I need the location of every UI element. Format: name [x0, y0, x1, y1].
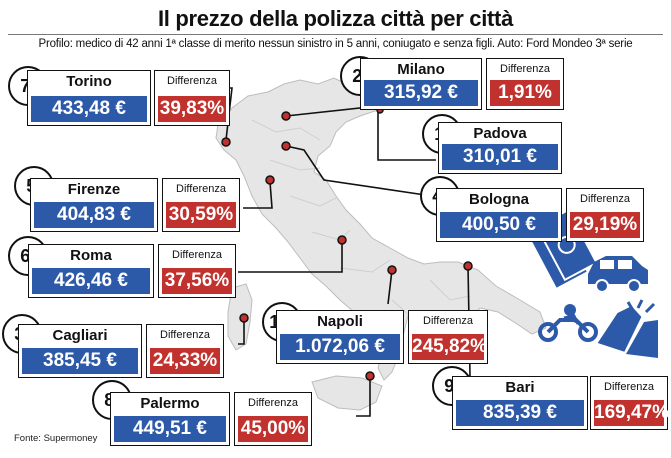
diff-label: Differenza: [580, 193, 630, 205]
diff-label: Differenza: [160, 329, 210, 341]
city-name: Cagliari: [52, 327, 108, 344]
diff-box: Differenza 24,33%: [146, 324, 224, 378]
diff-box: Differenza 45,00%: [234, 392, 312, 446]
diff-box: Differenza 37,56%: [158, 244, 236, 298]
city-box: Milano 315,92 €: [360, 58, 482, 110]
city-box: Roma 426,46 €: [28, 244, 154, 298]
city-name: Napoli: [317, 313, 363, 330]
diff-value: 24,33%: [150, 348, 220, 374]
diff-box: Differenza 39,83%: [154, 70, 230, 126]
diff-box: Differenza 169,47%: [590, 376, 669, 430]
diff-value: 39,83%: [158, 96, 226, 122]
city-price: 426,46 €: [32, 268, 150, 294]
city-price: 315,92 €: [364, 80, 478, 106]
diff-label: Differenza: [604, 381, 654, 393]
diff-label: Differenza: [500, 63, 550, 75]
diff-box: Differenza 245,82%: [408, 310, 488, 364]
city-name: Roma: [70, 247, 112, 264]
motorcycle-icon: [538, 304, 598, 342]
city-price: 385,45 €: [22, 348, 138, 374]
page-title: Il prezzo della polizza città per città: [157, 6, 514, 31]
diff-label: Differenza: [172, 249, 222, 261]
source-credit: Fonte: Supermoney: [14, 433, 98, 444]
diff-box: Differenza 1,91%: [486, 58, 564, 110]
diff-label: Differenza: [176, 183, 226, 195]
city-name: Firenze: [67, 181, 121, 198]
diff-label: Differenza: [423, 315, 473, 327]
city-box: Bari 835,39 €: [452, 376, 588, 430]
city-box: Palermo 449,51 €: [110, 392, 230, 446]
diff-value: 30,59%: [166, 202, 236, 228]
city-price: 835,39 €: [456, 400, 584, 426]
diff-label: Differenza: [167, 75, 217, 87]
page-subtitle: Profilo: medico di 42 anni 1ª classe di …: [38, 38, 633, 50]
city-price: 1.072,06 €: [280, 334, 400, 360]
sicily-shape: [311, 375, 383, 411]
diff-box: Differenza 29,19%: [566, 188, 644, 242]
title-divider: [8, 34, 663, 35]
diff-label: Differenza: [248, 397, 298, 409]
city-box: Bologna 400,50 €: [436, 188, 562, 242]
city-name: Padova: [473, 125, 527, 142]
city-price: 400,50 €: [440, 212, 558, 238]
city-box: Firenze 404,83 €: [30, 178, 158, 232]
city-box: Napoli 1.072,06 €: [276, 310, 404, 364]
diff-value: 169,47%: [594, 400, 669, 426]
car-icon: [588, 256, 648, 293]
city-price: 404,83 €: [34, 202, 154, 228]
diff-value: 45,00%: [238, 416, 308, 442]
city-name: Palermo: [140, 395, 200, 412]
diff-value: 1,91%: [490, 80, 560, 106]
city-markers: [221, 106, 473, 381]
diff-box: Differenza 30,59%: [162, 178, 240, 232]
city-box: Torino 433,48 €: [27, 70, 151, 126]
city-price: 310,01 €: [442, 144, 558, 170]
diff-value: 29,19%: [570, 212, 640, 238]
city-name: Bologna: [469, 191, 529, 208]
city-box: Padova 310,01 €: [438, 122, 562, 174]
city-price: 433,48 €: [31, 96, 147, 122]
city-name: Torino: [66, 73, 112, 90]
city-price: 449,51 €: [114, 416, 226, 442]
diff-value: 245,82%: [412, 334, 487, 360]
city-name: Bari: [505, 379, 535, 396]
diff-value: 37,56%: [162, 268, 232, 294]
city-box: Cagliari 385,45 €: [18, 324, 142, 378]
city-name: Milano: [397, 61, 445, 78]
car-crash-icon: [597, 299, 658, 358]
